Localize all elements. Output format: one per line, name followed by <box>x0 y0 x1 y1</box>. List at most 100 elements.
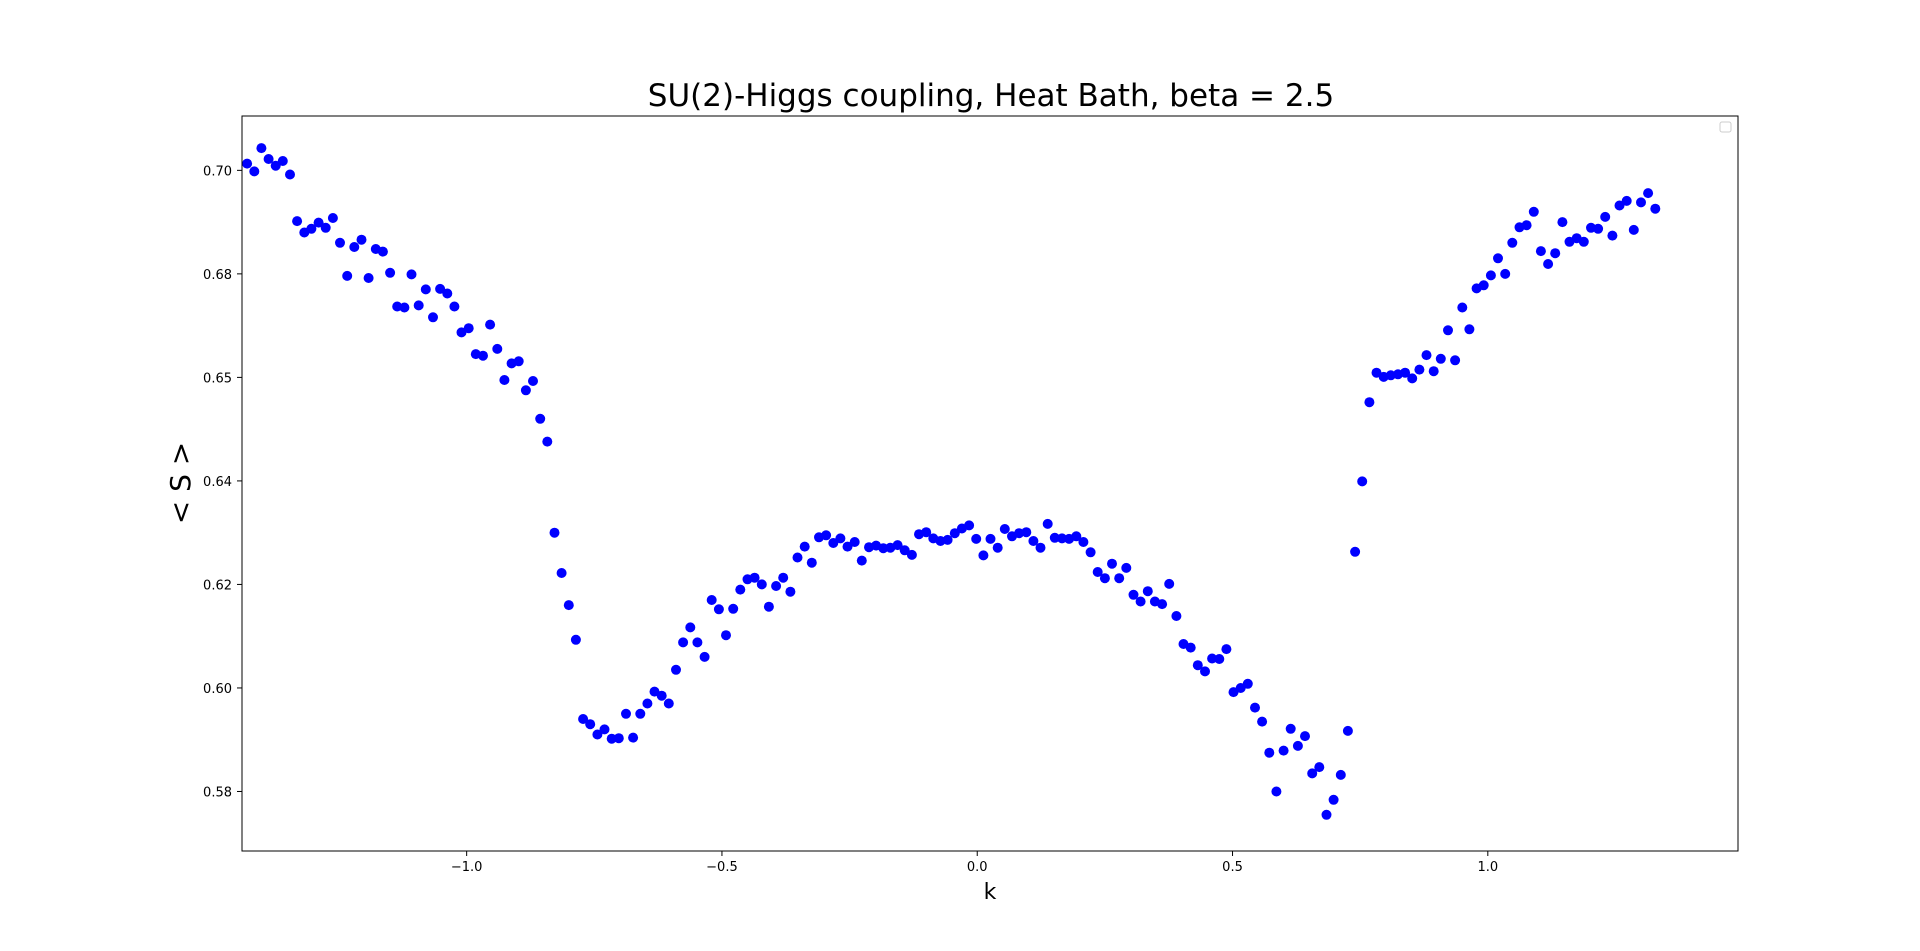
data-point <box>570 634 581 645</box>
data-point <box>320 222 331 233</box>
data-point <box>1507 237 1518 248</box>
data-point <box>499 375 510 385</box>
data-point <box>1535 246 1546 257</box>
data-point <box>242 158 253 169</box>
data-point <box>1300 731 1310 742</box>
y-tick-label: 0.60 <box>203 682 232 697</box>
data-point <box>1464 324 1475 335</box>
data-point <box>828 538 839 548</box>
x-tick-label: 1.0 <box>1477 860 1498 875</box>
legend-box <box>1719 121 1732 133</box>
data-point <box>592 729 603 740</box>
data-point <box>556 568 567 578</box>
data-point <box>1128 589 1139 600</box>
x-axis-ticks: −1.0 −0.5 0.0 0.5 1.0 <box>451 851 1498 875</box>
data-point <box>1278 745 1289 756</box>
data-point <box>1328 794 1339 805</box>
data-point <box>1042 518 1053 529</box>
data-point <box>478 350 488 361</box>
data-point <box>721 630 731 641</box>
data-point <box>1257 716 1268 727</box>
data-point <box>1035 542 1046 553</box>
data-point <box>878 543 889 554</box>
data-point <box>1578 236 1589 247</box>
data-point <box>1135 596 1146 607</box>
data-point <box>449 301 460 312</box>
data-point <box>749 572 760 583</box>
data-point <box>1221 644 1232 655</box>
data-point <box>335 237 345 248</box>
data-point <box>1107 558 1117 569</box>
data-point <box>599 724 610 735</box>
data-point <box>520 385 531 396</box>
data-point <box>327 213 338 223</box>
data-point <box>1285 723 1296 734</box>
data-point <box>1171 611 1182 621</box>
data-point <box>1335 769 1346 780</box>
data-point <box>1192 660 1203 671</box>
data-point <box>1157 599 1168 610</box>
data-point <box>1528 206 1539 217</box>
data-point <box>1242 678 1253 689</box>
data-point <box>1342 725 1353 736</box>
data-point <box>835 533 846 544</box>
data-point <box>1292 740 1303 751</box>
data-point <box>1200 666 1210 677</box>
data-point <box>1400 367 1411 378</box>
data-point <box>349 242 360 252</box>
data-point <box>713 604 724 615</box>
data-point <box>1264 747 1275 758</box>
data-point <box>513 356 524 367</box>
data-point <box>1207 653 1218 664</box>
data-point <box>1614 200 1625 211</box>
data-point <box>756 579 767 590</box>
data-point <box>1271 786 1282 797</box>
data-point <box>699 651 710 662</box>
data-point <box>1057 533 1067 544</box>
y-tick-label: 0.62 <box>203 578 232 593</box>
y-tick-label: 0.58 <box>203 785 232 800</box>
data-point <box>964 520 975 531</box>
data-point <box>485 319 496 330</box>
data-point <box>285 169 295 180</box>
data-point <box>849 537 860 547</box>
data-point <box>399 302 410 313</box>
data-point <box>978 550 989 561</box>
y-axis-ticks: 0.58 0.60 0.62 0.64 0.65 0.68 0.70 <box>203 164 242 800</box>
data-point <box>1185 642 1196 653</box>
data-point <box>728 603 739 614</box>
data-point <box>306 223 317 234</box>
data-point <box>971 533 982 544</box>
data-point <box>899 545 910 556</box>
data-point <box>428 312 438 323</box>
data-point <box>992 542 1003 553</box>
data-point <box>1650 203 1661 214</box>
data-point <box>999 524 1010 534</box>
data-point <box>949 528 960 539</box>
data-point <box>1414 364 1425 375</box>
data-point <box>1543 259 1554 269</box>
x-tick-label: 0.0 <box>967 860 988 875</box>
data-point <box>1493 253 1503 264</box>
data-point <box>635 708 646 719</box>
data-point <box>771 581 782 591</box>
data-point <box>249 166 260 177</box>
data-point <box>671 664 681 675</box>
plot-area-frame <box>241 115 1739 852</box>
data-point <box>799 541 810 552</box>
data-point <box>1557 217 1568 228</box>
data-point <box>856 555 867 566</box>
data-point <box>921 527 932 538</box>
data-point <box>1357 476 1368 487</box>
data-point <box>906 549 917 560</box>
data-point <box>1071 531 1082 542</box>
data-point <box>528 376 538 386</box>
data-point <box>1085 547 1096 558</box>
data-point <box>663 698 674 709</box>
data-point <box>585 719 596 730</box>
data-point <box>656 690 667 701</box>
data-point <box>1350 546 1361 557</box>
data-point <box>1099 573 1110 584</box>
